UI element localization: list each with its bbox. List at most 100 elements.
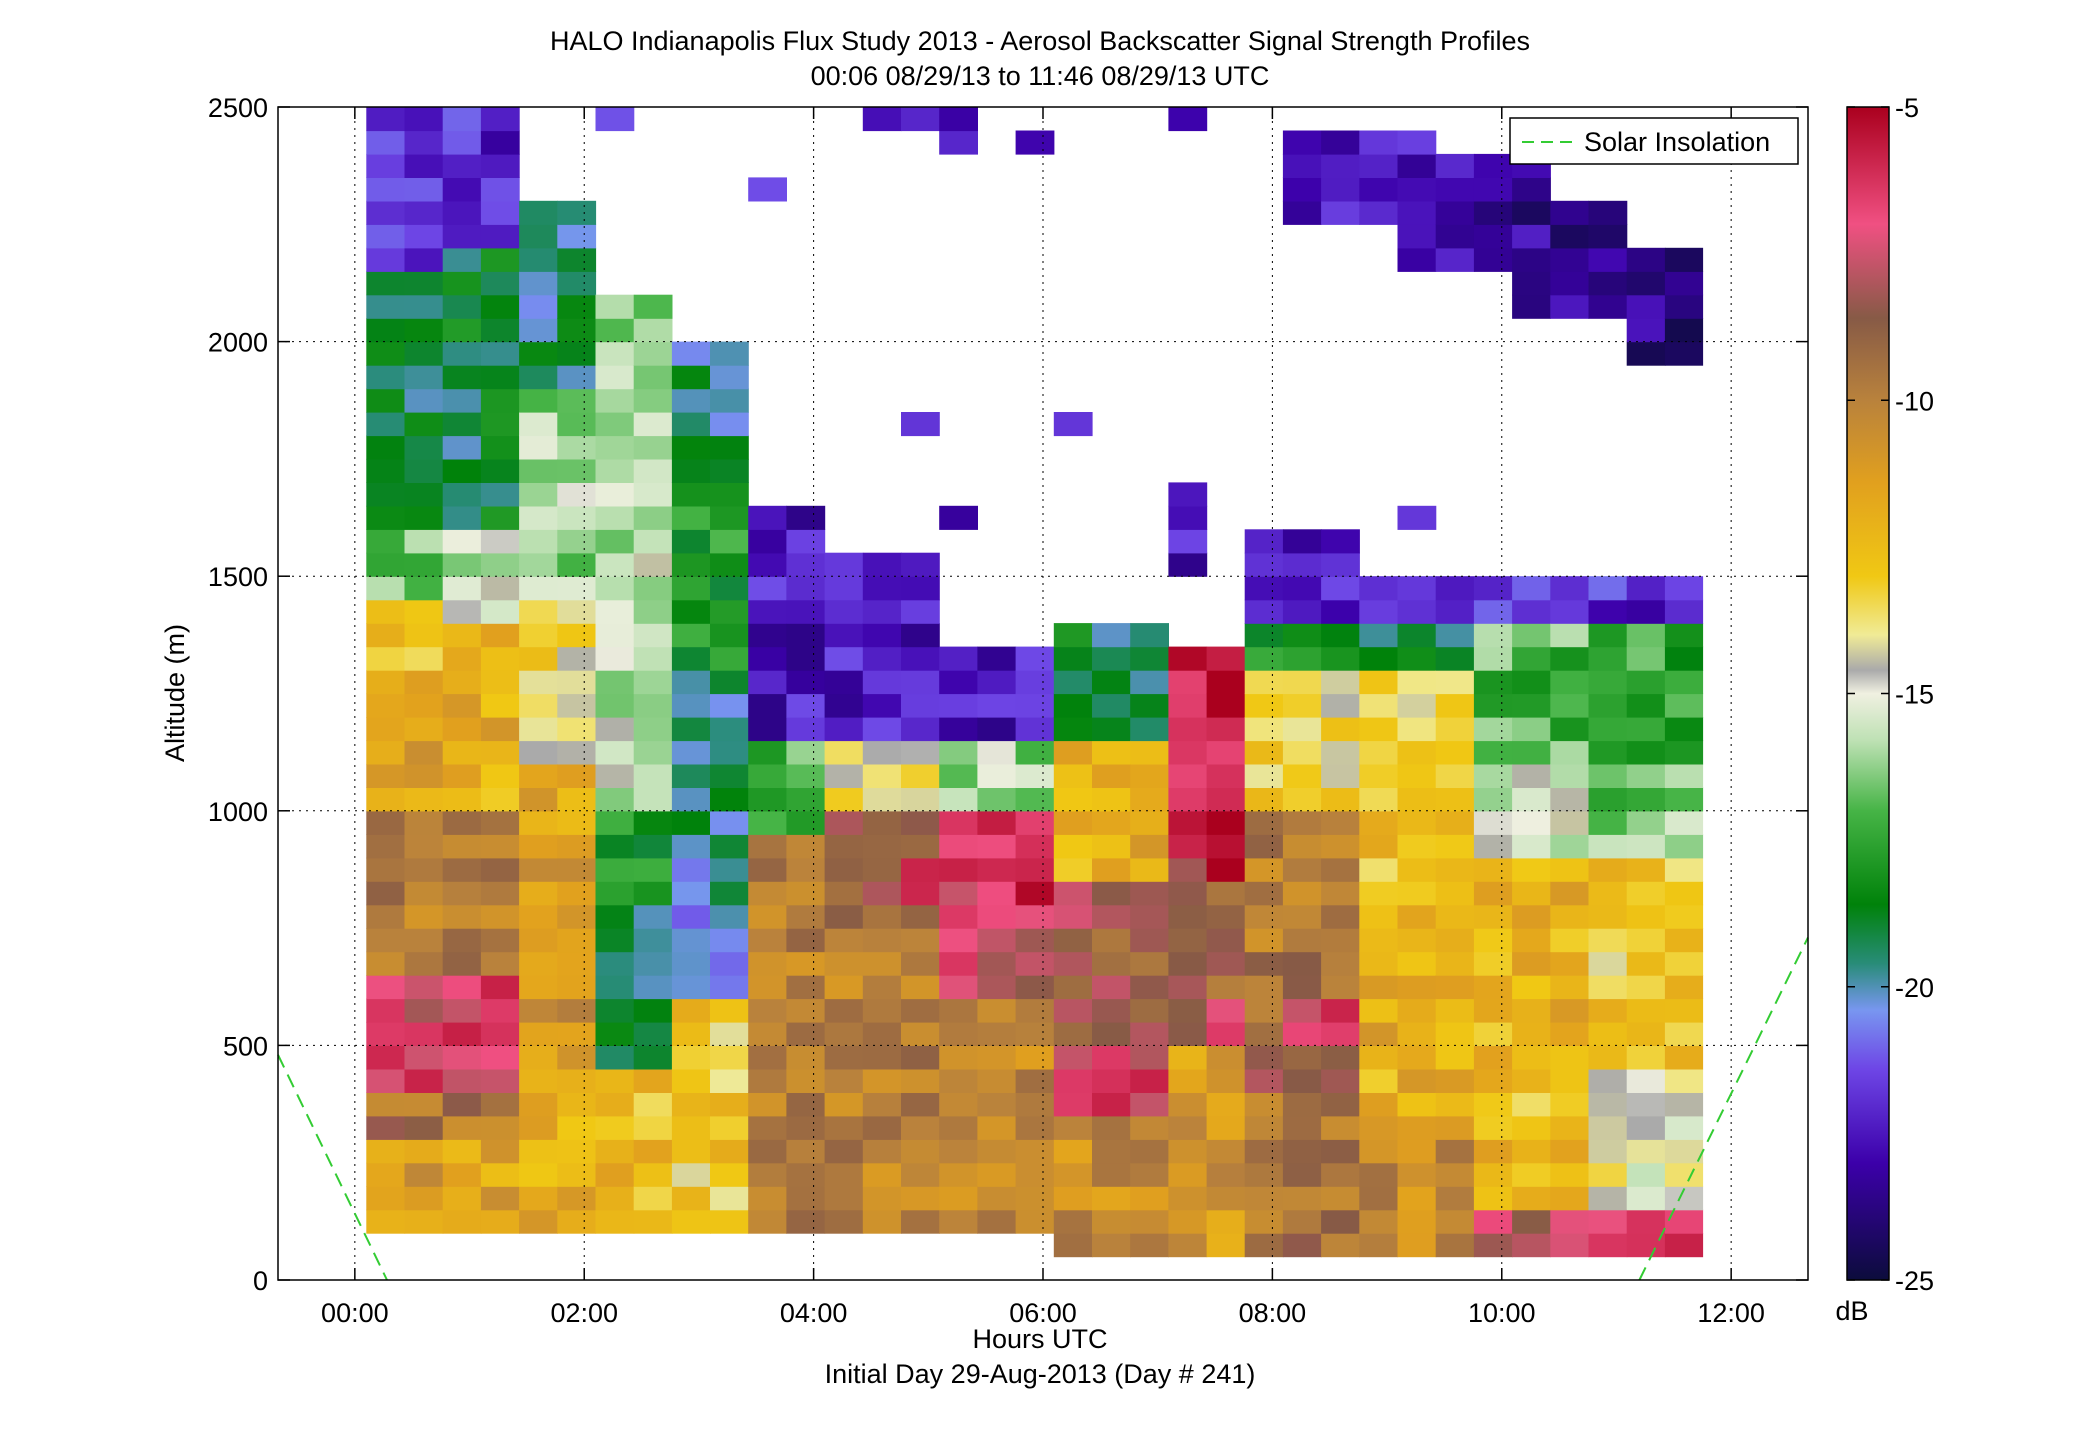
heatmap-cell <box>748 1045 787 1070</box>
heatmap-cell <box>519 247 558 272</box>
heatmap-cell <box>404 318 444 343</box>
heatmap-cell <box>671 552 711 577</box>
heatmap-cell <box>1321 1021 1360 1046</box>
heatmap-cell <box>710 1045 749 1070</box>
heatmap-cell <box>595 412 635 437</box>
heatmap-cell <box>1359 1092 1399 1117</box>
heatmap-cell <box>519 458 558 483</box>
heatmap-cell <box>1206 1045 1246 1070</box>
heatmap-cell <box>1168 904 1208 929</box>
heatmap-cell <box>1397 1209 1437 1234</box>
heatmap-cell <box>1168 928 1208 953</box>
heatmap-cell <box>671 341 711 366</box>
heatmap-cell <box>671 599 711 624</box>
heatmap-cell <box>939 107 978 132</box>
heatmap-cell <box>1015 740 1055 765</box>
heatmap-cell <box>1206 1092 1246 1117</box>
heatmap-cell <box>404 740 444 765</box>
x-tick-label: 06:00 <box>1009 1298 1077 1328</box>
heatmap-cell <box>1092 834 1131 859</box>
heatmap-cell <box>1435 576 1475 601</box>
heatmap-cell <box>1473 693 1513 718</box>
heatmap-cell <box>1015 928 1055 953</box>
heatmap-cell <box>1359 200 1399 225</box>
heatmap-cell <box>1130 928 1169 953</box>
heatmap-cell <box>1015 834 1055 859</box>
y-tick-label: 500 <box>223 1031 268 1061</box>
heatmap-cell <box>1244 1186 1284 1211</box>
heatmap-cell <box>710 1115 749 1140</box>
heatmap-cell <box>557 646 597 671</box>
heatmap-cell <box>366 740 406 765</box>
heatmap-cell <box>1321 881 1360 906</box>
heatmap-cell <box>939 670 978 695</box>
heatmap-cell <box>1588 271 1628 296</box>
heatmap-cell <box>1550 928 1590 953</box>
heatmap-cell <box>1359 153 1399 178</box>
heatmap-cell <box>1282 1139 1322 1164</box>
heatmap-cell <box>1130 810 1169 835</box>
heatmap-cell <box>1282 763 1322 788</box>
heatmap-cell <box>1664 834 1704 859</box>
heatmap-cell <box>404 1045 444 1070</box>
heatmap-cell <box>1626 670 1666 695</box>
heatmap-cell <box>1053 693 1093 718</box>
heatmap-cell <box>366 623 406 648</box>
heatmap-cell <box>710 1068 749 1093</box>
heatmap-cell <box>1092 881 1131 906</box>
heatmap-cell <box>366 787 406 812</box>
heatmap-cell <box>519 294 558 319</box>
heatmap-cell <box>901 975 940 1000</box>
heatmap-cell <box>1550 576 1590 601</box>
heatmap-cell <box>404 247 444 272</box>
heatmap-cell <box>1473 1233 1513 1258</box>
heatmap-cell <box>1053 1233 1093 1258</box>
heatmap-cell <box>671 1021 711 1046</box>
heatmap-cell <box>633 646 673 671</box>
heatmap-cell <box>595 998 635 1023</box>
heatmap-cell <box>1626 693 1666 718</box>
y-tick-label: 1500 <box>208 562 268 592</box>
heatmap-cell <box>862 1186 902 1211</box>
heatmap-cell <box>1092 740 1131 765</box>
heatmap-cell <box>366 529 406 554</box>
heatmap-cell <box>1512 670 1551 695</box>
heatmap-cell <box>748 576 787 601</box>
heatmap-cell <box>862 1115 902 1140</box>
heatmap-cell <box>901 904 940 929</box>
heatmap-cell <box>519 810 558 835</box>
heatmap-cell <box>366 271 406 296</box>
heatmap-cell <box>1244 1209 1284 1234</box>
heatmap-cell <box>633 435 673 460</box>
heatmap-cell <box>1550 200 1590 225</box>
heatmap-cell <box>939 740 978 765</box>
heatmap-cell <box>671 810 711 835</box>
heatmap-cell <box>1282 693 1322 718</box>
heatmap-cell <box>1550 810 1590 835</box>
heatmap-cell <box>1092 1068 1131 1093</box>
heatmap-cell <box>1626 1233 1666 1258</box>
heatmap-cell <box>748 1092 787 1117</box>
heatmap-cell <box>480 576 520 601</box>
heatmap-cell <box>404 717 444 742</box>
heatmap-cell <box>1282 810 1322 835</box>
heatmap-cell <box>1397 857 1437 882</box>
heatmap-cell <box>480 200 520 225</box>
heatmap-cell <box>862 810 902 835</box>
heatmap-cell <box>1626 1021 1666 1046</box>
heatmap-cell <box>442 271 482 296</box>
heatmap-cell <box>710 787 749 812</box>
heatmap-cell <box>1168 857 1208 882</box>
heatmap-cell <box>1015 1139 1055 1164</box>
heatmap-cell <box>1435 1186 1475 1211</box>
heatmap-cell <box>1435 904 1475 929</box>
heatmap-cell <box>1359 857 1399 882</box>
heatmap-cell <box>1588 1139 1628 1164</box>
heatmap-cell <box>1588 1233 1628 1258</box>
heatmap-cell <box>1435 857 1475 882</box>
heatmap-cell <box>442 505 482 530</box>
heatmap-cell <box>748 717 787 742</box>
heatmap-cell <box>824 599 864 624</box>
heatmap-cell <box>1512 1186 1551 1211</box>
